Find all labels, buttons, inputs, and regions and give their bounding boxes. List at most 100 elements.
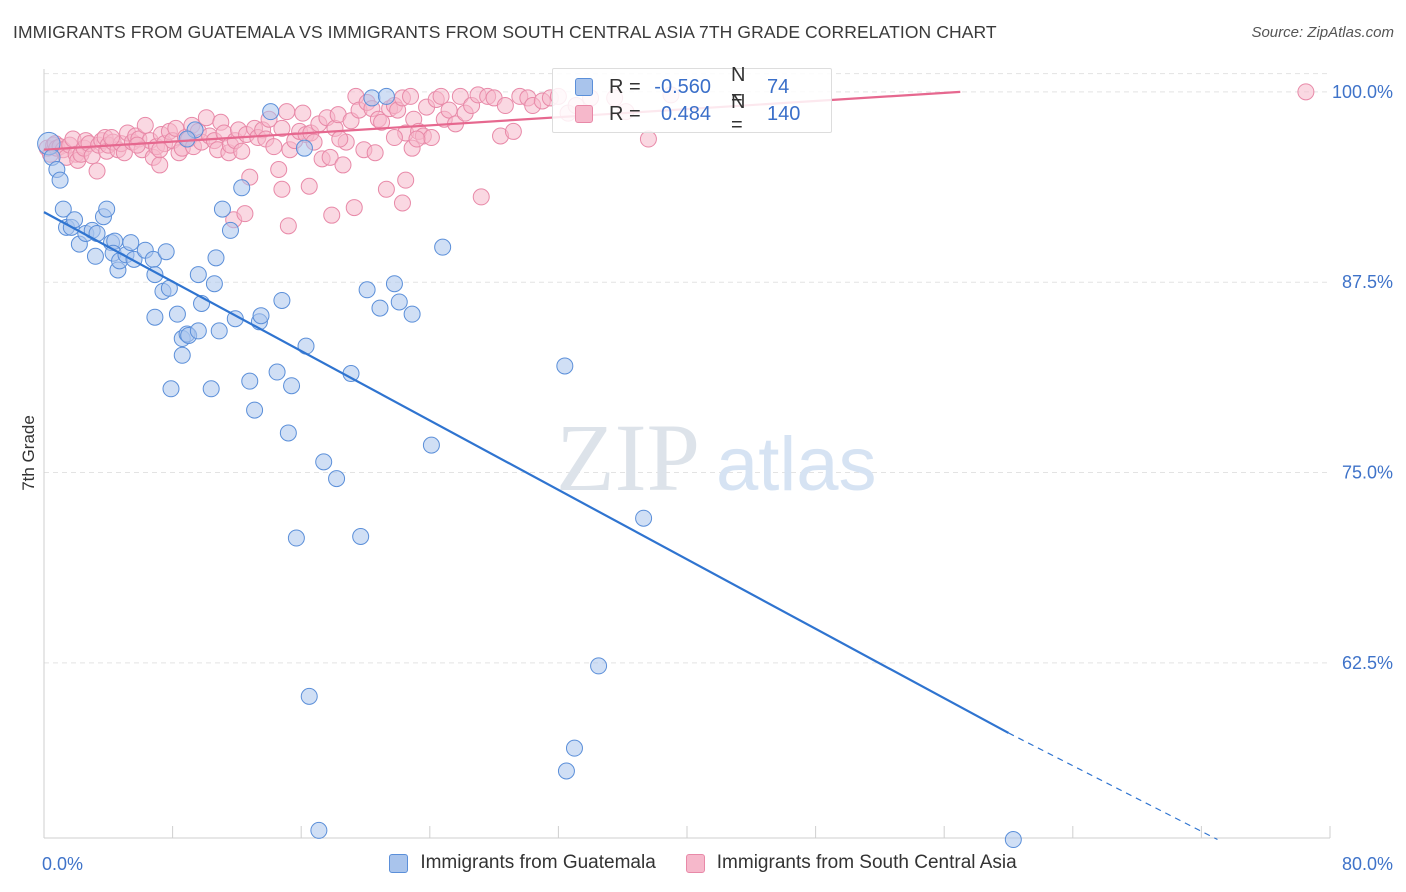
point-south-central-asia <box>265 138 283 156</box>
chart-source: Source: ZipAtlas.com <box>1251 24 1394 41</box>
point-guatemala <box>590 657 608 675</box>
point-south-central-asia <box>233 142 251 160</box>
point-guatemala <box>146 308 164 326</box>
point-south-central-asia <box>432 87 450 105</box>
legend-item-south-central-asia[interactable]: Immigrants from South Central Asia <box>685 852 1017 874</box>
watermark-atlas: atlas <box>716 422 877 507</box>
point-south-central-asia <box>151 141 169 159</box>
point-south-central-asia <box>373 113 391 131</box>
point-guatemala <box>246 401 264 419</box>
axes: 7th Grade <box>19 69 1331 839</box>
point-south-central-asia <box>504 122 522 140</box>
point-guatemala <box>54 200 72 218</box>
point-guatemala <box>287 529 305 547</box>
point-guatemala <box>352 527 370 545</box>
stats-r-label: R = <box>609 102 641 125</box>
stats-r-value: 0.484 <box>660 102 711 125</box>
stats-legend-box: R = -0.560 N = 74 R = 0.484 N = 140 <box>552 64 832 136</box>
point-south-central-asia <box>472 188 490 206</box>
point-guatemala <box>279 424 297 442</box>
y-tick-label: 62.5% <box>1342 653 1393 673</box>
point-guatemala <box>233 179 251 197</box>
point-guatemala <box>315 453 333 471</box>
point-guatemala <box>300 687 318 705</box>
point-guatemala <box>189 322 207 340</box>
point-south-central-asia <box>331 130 349 148</box>
stats-r-label: R = <box>609 75 641 98</box>
point-south-central-asia <box>408 130 426 148</box>
point-south-central-asia <box>300 177 318 195</box>
point-guatemala <box>221 221 239 239</box>
point-guatemala <box>295 139 313 157</box>
point-guatemala <box>557 762 575 780</box>
point-guatemala <box>556 357 574 375</box>
point-south-central-asia <box>197 109 215 127</box>
point-south-central-asia <box>279 217 297 235</box>
point-guatemala <box>363 89 381 107</box>
point-guatemala <box>86 247 104 265</box>
point-south-central-asia <box>639 130 657 148</box>
point-guatemala <box>202 380 220 398</box>
point-guatemala <box>213 200 231 218</box>
point-south-central-asia <box>151 156 169 174</box>
point-guatemala <box>403 305 421 323</box>
point-south-central-asia <box>278 103 296 121</box>
stats-n-value: 140 <box>767 102 801 125</box>
point-guatemala <box>371 299 389 317</box>
point-guatemala <box>157 243 175 261</box>
point-south-central-asia <box>270 161 288 179</box>
stats-r-value: -0.560 <box>654 75 711 98</box>
point-guatemala <box>268 363 286 381</box>
point-guatemala <box>205 275 223 293</box>
point-south-central-asia <box>321 148 339 166</box>
point-south-central-asia <box>402 87 420 105</box>
point-guatemala <box>358 281 376 299</box>
point-south-central-asia <box>397 171 415 189</box>
point-south-central-asia <box>136 116 154 134</box>
point-south-central-asia <box>366 144 384 162</box>
x-tick-label: 80.0% <box>1342 854 1393 874</box>
point-guatemala <box>207 249 225 267</box>
tick-labels: 100.0% 87.5% 75.0% 62.5% 0.0% 80.0% <box>42 82 1393 874</box>
point-south-central-asia <box>393 194 411 212</box>
point-guatemala <box>189 266 207 284</box>
watermark-zip: ZIP <box>556 404 700 511</box>
point-guatemala <box>241 372 259 390</box>
watermark: ZIP atlas <box>556 404 877 511</box>
stats-swatch-south-central-asia <box>575 105 593 123</box>
point-guatemala <box>273 291 291 309</box>
point-guatemala <box>377 87 395 105</box>
point-south-central-asia <box>273 119 291 137</box>
legend-item-guatemala[interactable]: Immigrants from Guatemala <box>389 852 656 874</box>
x-tick-label: 0.0% <box>42 854 83 874</box>
point-guatemala <box>565 739 583 757</box>
point-south-central-asia <box>440 101 458 119</box>
y-tick-label: 100.0% <box>1332 82 1393 102</box>
point-guatemala <box>390 293 408 311</box>
point-guatemala <box>385 275 403 293</box>
y-axis-title: 7th Grade <box>19 415 38 491</box>
stats-n-label: N = <box>731 91 746 136</box>
chart-legend: Immigrants from Guatemala Immigrants fro… <box>0 852 1406 874</box>
point-south-central-asia <box>451 87 469 105</box>
point-south-central-asia <box>334 156 352 174</box>
legend-swatch-south-central-asia <box>685 853 705 873</box>
point-south-central-asia <box>345 199 363 217</box>
chart-title: IMMIGRANTS FROM GUATEMALA VS IMMIGRANTS … <box>13 22 997 42</box>
point-guatemala <box>98 200 116 218</box>
point-guatemala <box>122 234 140 252</box>
stats-n-value: 74 <box>767 75 790 98</box>
legend-label-guatemala: Immigrants from Guatemala <box>420 852 656 873</box>
y-tick-label: 87.5% <box>1342 272 1393 292</box>
point-south-central-asia <box>1297 83 1315 101</box>
point-guatemala <box>1004 831 1022 849</box>
point-south-central-asia <box>88 162 106 180</box>
point-south-central-asia <box>294 104 312 122</box>
point-guatemala <box>162 380 180 398</box>
trend-line-guatemala <box>43 211 1010 734</box>
legend-swatch-guatemala <box>389 853 409 873</box>
point-guatemala <box>178 130 196 148</box>
point-guatemala <box>328 470 346 488</box>
point-guatemala <box>434 238 452 256</box>
